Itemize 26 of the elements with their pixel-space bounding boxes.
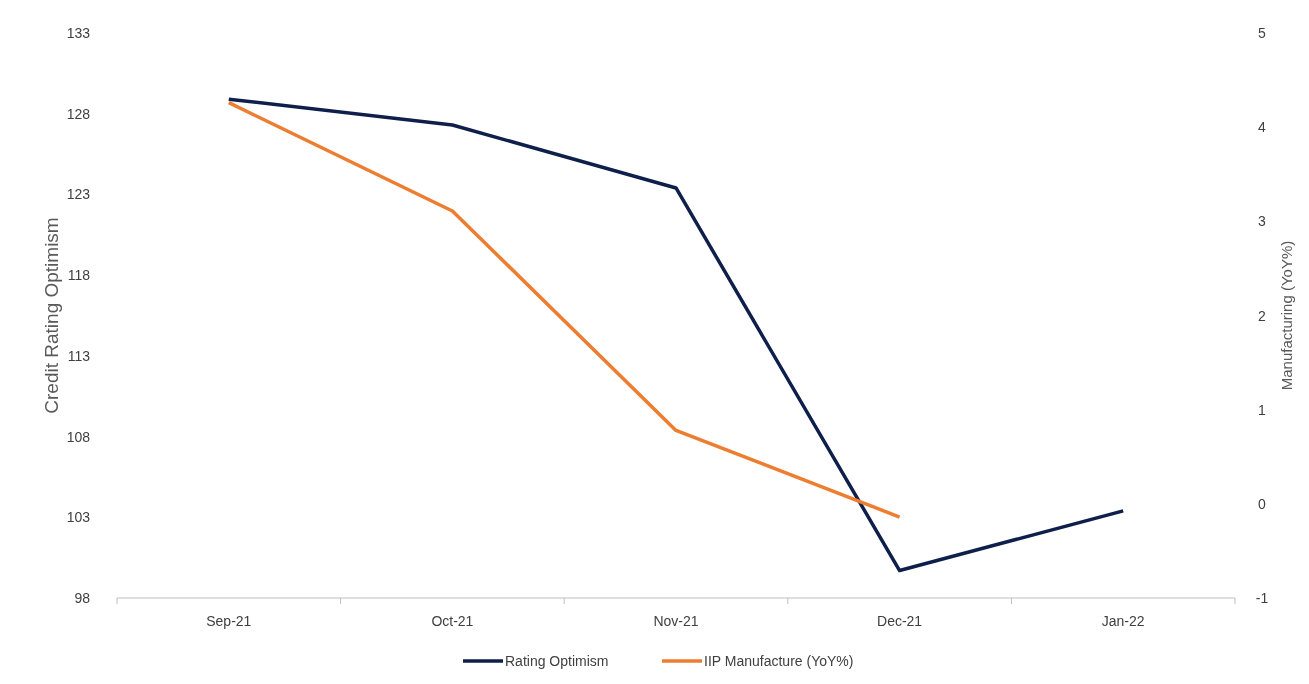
y-axis-title: Credit Rating Optimism	[41, 217, 62, 414]
y2-tick-label: 0	[1258, 495, 1267, 512]
x-tick-label: Jan-22	[1101, 613, 1145, 629]
line-series	[227, 97, 1125, 573]
legend-label: Rating Optimism	[505, 653, 609, 669]
x-tick-label: Sep-21	[206, 613, 252, 629]
y-tick-label: 108	[66, 428, 91, 445]
x-tick-label: Nov-21	[653, 613, 699, 629]
y2-tick-label: -1	[1255, 590, 1269, 606]
y2-tick-label: 5	[1258, 25, 1267, 41]
y-tick-label: 113	[67, 347, 91, 364]
y-tick-label: 98	[74, 590, 91, 606]
y-tick-label: 118	[67, 267, 91, 284]
y-tick-label: 133	[66, 25, 91, 41]
y2-tick-label: 2	[1258, 307, 1267, 324]
x-tick-label: Dec-21	[877, 613, 923, 629]
line-series	[227, 100, 902, 519]
legend-label: IIP Manufacture (YoY%)	[704, 653, 854, 669]
x-tick-label: Oct-21	[431, 613, 474, 629]
y2-axis-title: Manufacturing (YoY%)	[1278, 240, 1295, 391]
y-tick-label: 103	[66, 509, 91, 526]
y-tick-label: 128	[66, 105, 91, 122]
y2-tick-label: 4	[1258, 119, 1267, 136]
y-tick-label: 123	[66, 186, 91, 203]
y2-tick-label: 1	[1258, 401, 1267, 418]
y2-tick-label: 3	[1258, 213, 1267, 230]
